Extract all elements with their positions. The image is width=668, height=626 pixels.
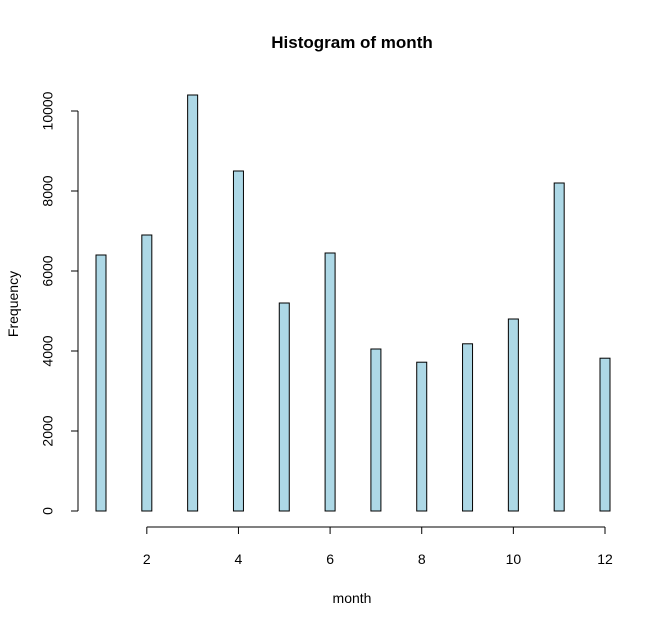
x-tick-label-6: 6 [326,551,334,567]
histogram-bar-month-10 [507,318,519,512]
histogram-bar-month-12 [599,357,611,512]
x-tick-label-4: 4 [235,551,243,567]
histogram-bar-month-8 [416,361,428,512]
y-tick-label-10000: 10000 [40,91,56,130]
histogram-bar-month-11 [553,182,565,512]
x-tick-label-8: 8 [418,551,426,567]
histogram-bar-month-4 [232,170,244,512]
x-tick-label-2: 2 [143,551,151,567]
histogram-bar-month-1 [95,254,107,512]
x-axis-label: month [333,590,372,606]
histogram-bar-month-6 [324,252,336,512]
chart-title: Histogram of month [271,33,433,52]
histogram-bar-month-2 [141,234,153,512]
histogram-bar-month-7 [370,348,382,512]
y-tick-label-6000: 6000 [40,255,56,286]
y-axis-label: Frequency [5,271,21,337]
y-tick-label-8000: 8000 [40,175,56,206]
x-axis: 2 4 6 8 10 12 [143,526,613,567]
y-tick-label-0: 0 [40,507,56,515]
histogram-bar-month-3 [187,94,199,512]
y-axis: 0 2000 4000 6000 8000 10000 [40,91,79,515]
y-tick-label-2000: 2000 [40,415,56,446]
histogram-bar-month-9 [462,343,474,512]
bars [95,94,611,512]
y-ticks: 0 2000 4000 6000 8000 10000 [40,91,78,515]
histogram-bar-month-5 [278,302,290,512]
x-tick-label-12: 12 [597,551,613,567]
x-tick-label-10: 10 [506,551,522,567]
x-ticks: 2 4 6 8 10 12 [143,527,613,567]
y-tick-label-4000: 4000 [40,335,56,366]
